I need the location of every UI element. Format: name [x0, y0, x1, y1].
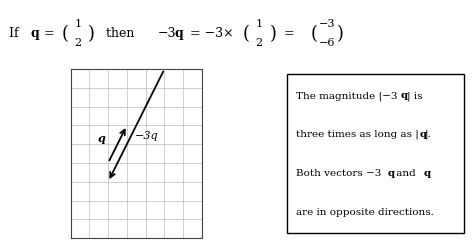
Text: three times as long as |: three times as long as | — [296, 130, 419, 139]
Text: q: q — [401, 91, 408, 100]
Text: | is: | is — [407, 91, 423, 101]
Text: −3: −3 — [158, 27, 176, 40]
Text: q: q — [98, 133, 106, 144]
Text: 1: 1 — [74, 19, 82, 29]
Text: q: q — [388, 169, 395, 178]
Text: =: = — [283, 27, 294, 40]
Text: Both vectors −3: Both vectors −3 — [296, 169, 382, 178]
Text: = −3×: = −3× — [186, 27, 234, 40]
Text: ): ) — [269, 25, 276, 43]
Text: are in opposite directions.: are in opposite directions. — [296, 208, 434, 217]
FancyBboxPatch shape — [287, 74, 464, 233]
Text: The magnitude |−3: The magnitude |−3 — [296, 91, 398, 101]
Text: −6: −6 — [319, 38, 335, 48]
Text: then: then — [102, 27, 139, 40]
Text: q: q — [419, 130, 427, 139]
Text: =: = — [39, 27, 54, 40]
Text: −3q: −3q — [135, 130, 158, 140]
Text: 1: 1 — [256, 19, 263, 29]
Text: (: ( — [310, 25, 317, 43]
Text: −3: −3 — [319, 19, 335, 29]
Text: If: If — [9, 27, 23, 40]
Text: and: and — [393, 169, 419, 178]
Text: q: q — [30, 27, 39, 40]
Text: (: ( — [62, 25, 69, 43]
Text: ): ) — [337, 25, 344, 43]
Text: q: q — [174, 27, 183, 40]
Text: |.: |. — [425, 130, 432, 139]
Text: (: ( — [243, 25, 250, 43]
Text: 2: 2 — [74, 38, 82, 48]
Text: 2: 2 — [256, 38, 263, 48]
Text: q: q — [423, 169, 430, 178]
Text: ): ) — [88, 25, 95, 43]
